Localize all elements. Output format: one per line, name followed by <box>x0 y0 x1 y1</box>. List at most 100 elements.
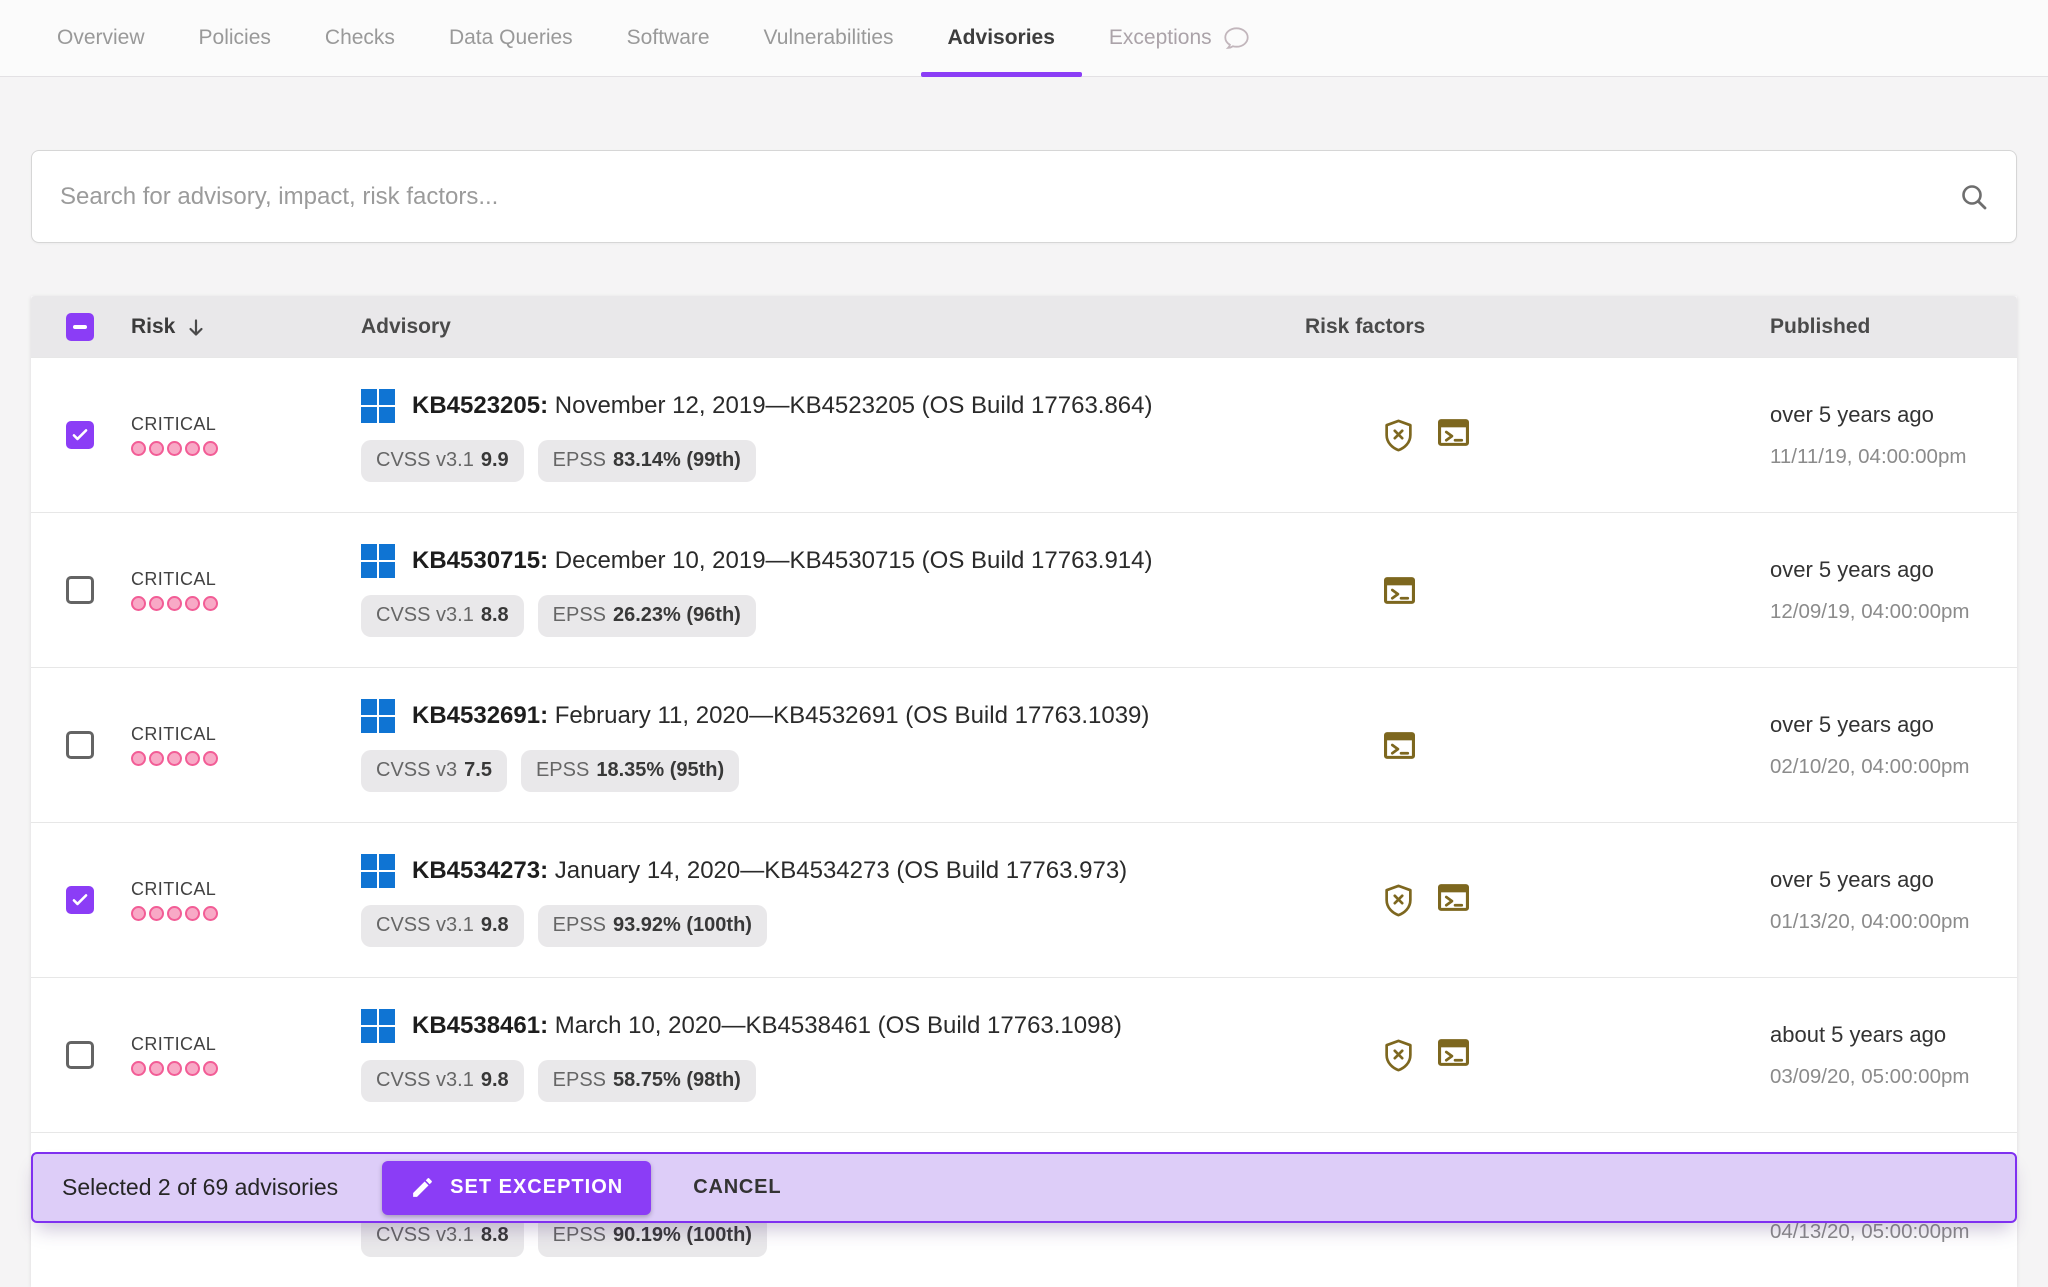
published-date: 04/13/20, 05:00:00pm <box>1770 1219 1970 1243</box>
speech-bubble-icon <box>1223 26 1250 51</box>
tab-label: Overview <box>57 26 145 49</box>
cvss-badge: CVSS v3.1 9.8 <box>361 904 524 947</box>
tab-exceptions[interactable]: Exceptions <box>1082 0 1277 76</box>
severity-dot <box>149 1061 164 1076</box>
terminal-icon <box>1438 418 1469 452</box>
terminal-icon <box>1384 731 1415 759</box>
select-all-checkbox[interactable] <box>66 312 94 341</box>
severity-dot <box>185 596 200 611</box>
search-bar <box>31 150 2017 243</box>
severity-dot <box>131 441 146 456</box>
risk-factors-cell <box>1305 731 1770 759</box>
severity-dot <box>167 751 182 766</box>
tab-checks[interactable]: Checks <box>298 0 422 76</box>
risk-header-label: Risk <box>131 314 176 338</box>
advisory-title-text: November 12, 2019—KB4523205 (OS Build 17… <box>548 391 1153 419</box>
epss-badge: EPSS 26.23% (96th) <box>537 594 756 637</box>
shield-x-icon <box>1384 419 1413 452</box>
severity-label: CRITICAL <box>131 414 217 434</box>
tab-advisories[interactable]: Advisories <box>920 0 1083 77</box>
severity-dot <box>149 441 164 456</box>
risk-factors-column-header: Risk factors <box>1305 314 1426 338</box>
severity-label: CRITICAL <box>131 879 217 899</box>
published-date: 01/13/20, 04:00:00pm <box>1770 909 1970 933</box>
advisory-column-header: Advisory <box>361 314 451 338</box>
severity-dots <box>131 751 361 766</box>
pencil-icon <box>410 1175 435 1200</box>
severity-cell: CRITICAL <box>131 414 361 456</box>
risk-factors-cell <box>1305 1038 1770 1072</box>
severity-dots <box>131 1061 361 1076</box>
advisory-title: KB4534273: January 14, 2020—KB4534273 (O… <box>361 853 1305 888</box>
advisory-title-text: February 11, 2020—KB4532691 (OS Build 17… <box>548 701 1150 729</box>
severity-cell: CRITICAL <box>131 1034 361 1076</box>
row-checkbox[interactable] <box>66 886 94 914</box>
advisory-kb: KB4534273: <box>412 856 549 884</box>
tab-label: Advisories <box>947 26 1055 49</box>
severity-dot <box>131 1061 146 1076</box>
tab-policies[interactable]: Policies <box>172 0 298 76</box>
terminal-icon <box>1438 883 1469 917</box>
tab-label: Checks <box>324 26 395 49</box>
severity-dot <box>167 906 182 921</box>
severity-dot <box>185 441 200 456</box>
severity-dot <box>149 751 164 766</box>
arrow-down-icon <box>185 317 207 339</box>
severity-label: CRITICAL <box>131 724 217 744</box>
advisory-kb: KB4530715: <box>412 546 549 574</box>
table-row: CRITICAL KB4530715: December 10, 2019—KB… <box>31 512 2017 667</box>
set-exception-button[interactable]: SET EXCEPTION <box>382 1160 652 1215</box>
row-checkbox[interactable] <box>66 421 94 449</box>
published-date: 03/09/20, 05:00:00pm <box>1770 1064 1970 1088</box>
severity-dot <box>203 751 218 766</box>
severity-dot <box>131 751 146 766</box>
published-date: 02/10/20, 04:00:00pm <box>1770 754 1970 778</box>
severity-label: CRITICAL <box>131 1034 217 1054</box>
severity-dot <box>203 441 218 456</box>
epss-badge: EPSS 18.35% (95th) <box>520 749 740 792</box>
advisory-title: KB4530715: December 10, 2019—KB4530715 (… <box>361 543 1305 578</box>
tab-vulnerabilities[interactable]: Vulnerabilities <box>737 0 921 76</box>
advisory-kb: KB4538461: <box>412 1011 549 1039</box>
tab-data-queries[interactable]: Data Queries <box>422 0 600 76</box>
severity-dot <box>185 751 200 766</box>
tab-label: Software <box>626 26 710 49</box>
search-icon <box>1958 181 1990 213</box>
terminal-icon <box>1384 576 1415 604</box>
severity-dot <box>203 906 218 921</box>
selection-action-bar: Selected 2 of 69 advisories SET EXCEPTIO… <box>31 1152 2017 1223</box>
table-row: CRITICAL KB4534273: January 14, 2020—KB4… <box>31 822 2017 977</box>
severity-dots <box>131 906 361 921</box>
severity-dot <box>203 596 218 611</box>
table-header: Risk Advisory Risk factors Published <box>31 296 2017 357</box>
row-checkbox[interactable] <box>66 576 94 604</box>
windows-icon <box>361 1008 395 1043</box>
tab-overview[interactable]: Overview <box>30 0 172 76</box>
severity-dot <box>167 596 182 611</box>
severity-dot <box>131 596 146 611</box>
advisory-kb: KB4523205: <box>412 391 549 419</box>
table-row: CRITICAL KB4532691: February 11, 2020—KB… <box>31 667 2017 822</box>
table-body: CRITICAL KB4523205: November 12, 2019—KB… <box>31 357 2017 1287</box>
epss-badge: EPSS 83.14% (99th) <box>537 439 756 482</box>
table-row: CRITICAL KB4538461: March 10, 2020—KB453… <box>31 977 2017 1132</box>
tab-label: Vulnerabilities <box>763 26 894 49</box>
tab-software[interactable]: Software <box>600 0 737 76</box>
indeterminate-minus-icon <box>73 324 87 329</box>
advisory-title-text: December 10, 2019—KB4530715 (OS Build 17… <box>548 546 1153 574</box>
risk-column-header[interactable]: Risk <box>131 315 361 339</box>
windows-icon <box>361 853 395 888</box>
published-column-header: Published <box>1770 314 1871 338</box>
severity-label: CRITICAL <box>131 569 217 589</box>
severity-dot <box>185 1061 200 1076</box>
advisories-table: Risk Advisory Risk factors Published CRI… <box>31 296 2017 1287</box>
row-checkbox[interactable] <box>66 731 94 759</box>
cancel-button[interactable]: CANCEL <box>677 1176 797 1199</box>
tab-bar: Overview Policies Checks Data Queries Softwa… <box>0 0 2048 77</box>
advisory-title-text: March 10, 2020—KB4538461 (OS Build 17763… <box>548 1011 1122 1039</box>
severity-dot <box>185 906 200 921</box>
severity-dot <box>149 596 164 611</box>
search-input[interactable] <box>58 181 1942 212</box>
tab-label: Data Queries <box>448 26 573 49</box>
row-checkbox[interactable] <box>66 1041 94 1069</box>
